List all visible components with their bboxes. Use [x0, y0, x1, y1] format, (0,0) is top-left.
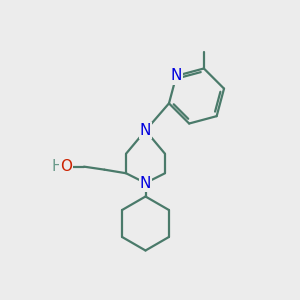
Text: H: H	[51, 159, 63, 174]
Text: O: O	[60, 159, 72, 174]
Text: N: N	[140, 176, 151, 190]
Text: N: N	[171, 68, 182, 83]
Text: N: N	[140, 123, 151, 138]
